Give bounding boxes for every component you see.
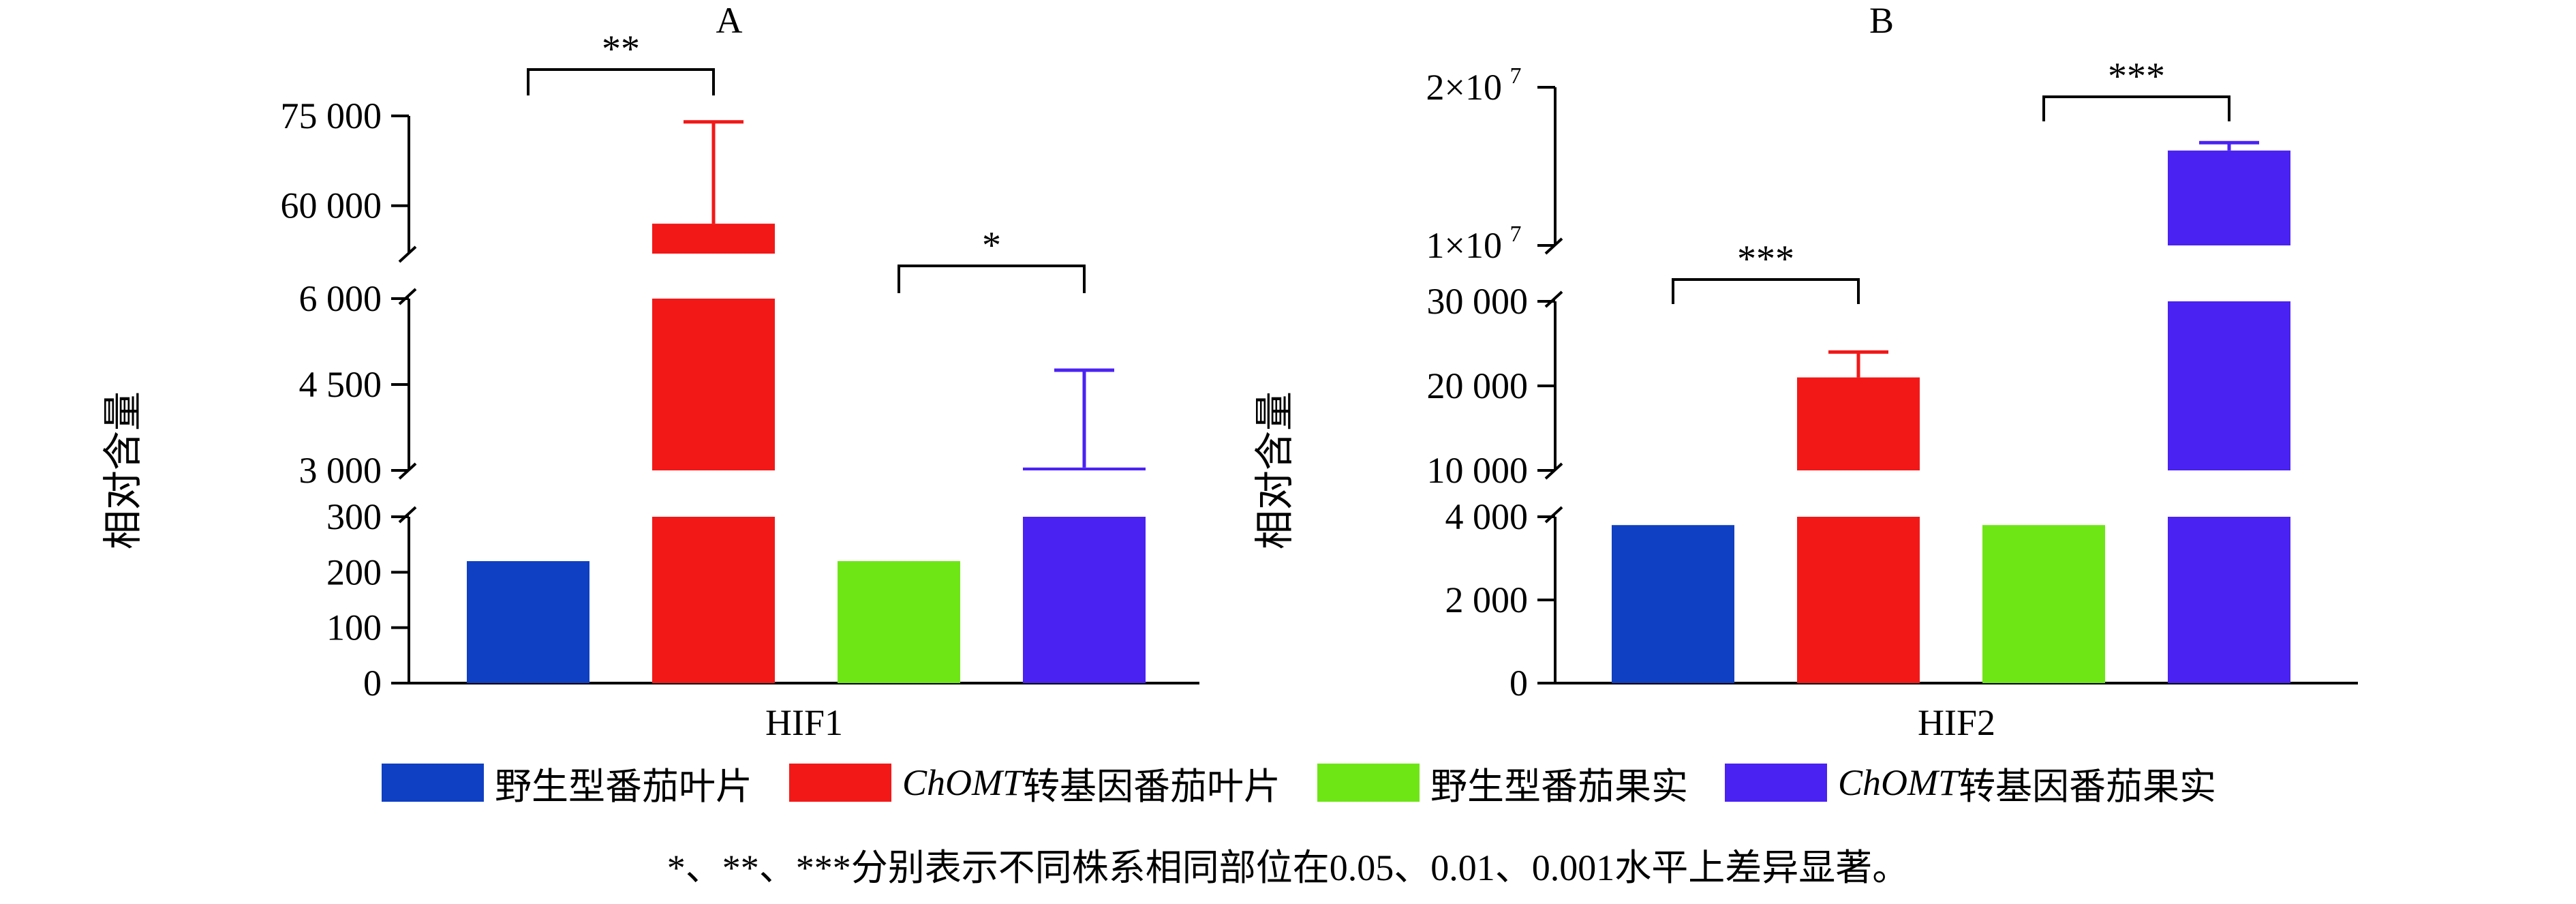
y-tick-label: 60 000: [281, 185, 382, 226]
axis-break-mark: [398, 506, 417, 524]
bar-2: [652, 224, 775, 254]
legend-label-wt-fruit: 野生型番茄果实: [1430, 766, 1689, 807]
y-tick-label: 100: [326, 607, 382, 648]
y-tick-label: 200: [326, 552, 382, 592]
y-tick-label: 75 000: [281, 95, 382, 136]
panel-b: B 0 2 000 4 000 10 000 20 000 30 000 1×10 7 2×10 7…: [1251, 0, 2358, 743]
bar-4: [2168, 301, 2290, 470]
bar-3: [838, 561, 960, 683]
axis-break-mark: [1544, 290, 1563, 308]
bar-2: [1797, 517, 1920, 683]
significance-label: ***: [2108, 55, 2165, 97]
legend-swatch-tg-leaf: [789, 764, 891, 802]
bar-1: [467, 561, 589, 683]
y-tick-label: 6 000: [299, 278, 382, 319]
legend-gene-tg-fruit: ChOMT: [1838, 762, 1959, 803]
legend-label-tg-fruit: 转基因番茄果实: [1959, 766, 2217, 807]
legend-swatch-tg-fruit: [1725, 764, 1828, 802]
bar-2: [652, 517, 775, 683]
y-tick-exponent: 7: [1510, 63, 1522, 89]
legend-label-tg-leaf: 转基因番茄叶片: [1023, 766, 1281, 807]
y-axis-label: 相对含量: [99, 391, 146, 549]
significance-label: **: [602, 28, 640, 70]
y-tick-label: 0: [1509, 663, 1528, 704]
bar-4: [1023, 467, 1146, 470]
y-tick-label: 30 000: [1427, 281, 1529, 322]
legend-item-tg-fruit: ChOMT 转基因番茄果实: [1725, 756, 2216, 810]
significance-bracket: [2042, 95, 2230, 121]
panel-label: A: [716, 0, 743, 41]
bar-4: [2168, 517, 2290, 683]
panel-label: B: [1869, 0, 1894, 41]
significance-footnote: *、**、***分别表示不同株系相同部位在0.05、0.01、0.001水平上差…: [666, 847, 1910, 888]
legend: 野生型番茄叶片 ChOMT 转基因番茄叶片 野生型番茄果实 ChOMT 转基因番…: [382, 755, 2426, 810]
bar-1: [1612, 525, 1734, 683]
legend-label-wt-leaf: 野生型番茄叶片: [495, 766, 752, 807]
y-tick-exponent: 7: [1510, 222, 1522, 247]
y-tick-label: 20 000: [1427, 365, 1529, 406]
y-tick-label: 10 000: [1427, 450, 1529, 491]
legend-gene-tg-leaf: ChOMT: [902, 762, 1024, 803]
bar-2: [652, 299, 775, 470]
panel-a: A 0 100 200 300 3 000 4 500 6 000 60 000 75 000 相对…: [99, 0, 1199, 743]
x-axis-label: HIF1: [765, 702, 843, 743]
bar-4: [2168, 150, 2290, 245]
significance-label: ***: [1737, 238, 1794, 280]
axis-break-mark: [1544, 506, 1563, 524]
axis-break-mark: [398, 245, 417, 263]
y-tick-label: 4 000: [1445, 496, 1529, 537]
y-tick-label: 0: [363, 663, 382, 704]
significance-bracket: [898, 265, 1086, 293]
significance-label: *: [982, 224, 1001, 267]
y-tick-label: 2×10: [1426, 67, 1502, 108]
y-tick-label: 2 000: [1445, 579, 1529, 620]
legend-item-tg-leaf: ChOMT 转基因番茄叶片: [789, 756, 1281, 810]
y-tick-label: 4 500: [299, 364, 382, 405]
x-axis-label: HIF2: [1918, 702, 1995, 743]
significance-bracket: [1672, 278, 1860, 304]
bar-3: [1982, 525, 2105, 683]
significance-bracket: [527, 68, 715, 95]
bar-2: [1797, 377, 1920, 470]
y-tick-label: 3 000: [299, 450, 382, 491]
legend-swatch-wt-fruit: [1317, 764, 1420, 802]
y-axis-label: 相对含量: [1251, 391, 1298, 549]
legend-swatch-wt-leaf: [382, 764, 484, 802]
legend-item-wt-fruit: 野生型番茄果实: [1317, 756, 1688, 810]
legend-item-wt-leaf: 野生型番茄叶片: [382, 756, 752, 810]
bar-4: [1023, 517, 1146, 683]
y-tick-label: 1×10: [1426, 225, 1502, 266]
y-tick-label: 300: [326, 496, 382, 537]
axis-break-mark: [398, 288, 417, 305]
